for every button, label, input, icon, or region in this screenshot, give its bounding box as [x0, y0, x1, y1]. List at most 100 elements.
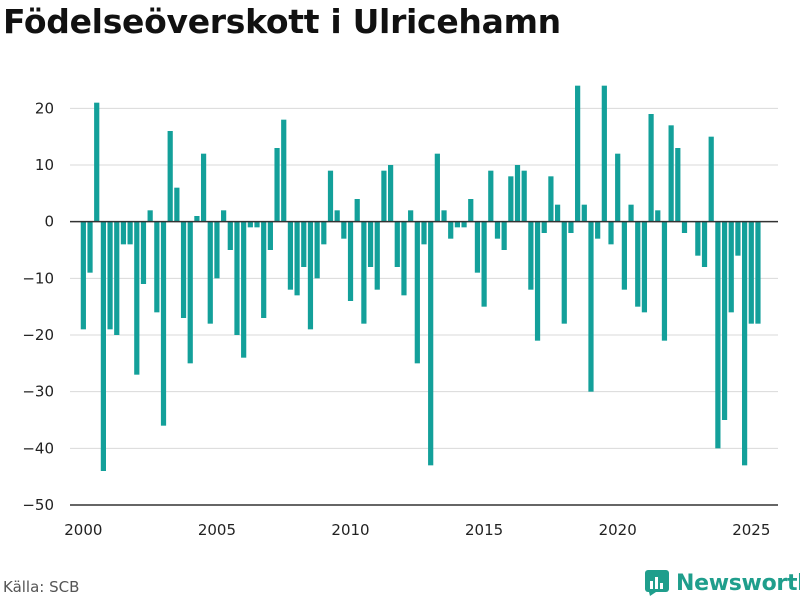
- bar: [341, 221, 347, 239]
- bar: [361, 221, 367, 324]
- bar: [534, 221, 541, 341]
- bar: [247, 221, 253, 228]
- bar: [301, 221, 307, 267]
- bar: [681, 221, 688, 233]
- bar: [661, 221, 668, 341]
- bar: [388, 165, 394, 222]
- bar: [728, 221, 734, 313]
- bar: [468, 199, 474, 222]
- bar: [314, 221, 320, 279]
- x-tick-label: 2015: [465, 521, 503, 539]
- bar: [434, 153, 440, 222]
- bar: [441, 210, 447, 222]
- bar: [514, 165, 521, 222]
- bar: [281, 119, 287, 222]
- bar: [294, 221, 300, 296]
- bar: [94, 102, 100, 222]
- bar: [494, 221, 501, 239]
- x-axis-ticks: 2000 2005 2010 2015 2020 2025: [64, 521, 770, 539]
- bar: [200, 153, 207, 222]
- bar: [367, 221, 374, 267]
- bar: [160, 221, 167, 426]
- bar: [140, 221, 147, 284]
- newsworthy-logo: Newsworthy: [644, 569, 800, 597]
- bar: [715, 221, 721, 449]
- bar: [615, 153, 621, 222]
- bar: [127, 221, 133, 245]
- bar: [408, 210, 414, 222]
- bar: [374, 221, 380, 290]
- bar: [147, 210, 153, 222]
- source-note: Källa: SCB: [3, 578, 80, 596]
- bar: [454, 221, 460, 228]
- y-tick-label: 10: [35, 156, 54, 174]
- bar: [648, 114, 654, 222]
- bar: [180, 221, 187, 318]
- bar: [595, 221, 601, 239]
- bar: [100, 221, 106, 471]
- bar: [508, 176, 514, 222]
- bar: [80, 221, 86, 330]
- bar: [488, 170, 494, 222]
- bar: [708, 136, 714, 222]
- bar: [334, 210, 340, 222]
- bar: [234, 221, 240, 335]
- bar: [354, 199, 360, 222]
- bar: [568, 221, 574, 233]
- bar: [588, 221, 594, 392]
- bar: [227, 221, 233, 250]
- bar: [274, 148, 280, 222]
- bar: [134, 221, 140, 375]
- bar: [742, 221, 748, 466]
- bar: [481, 221, 487, 307]
- y-tick-label: −20: [22, 326, 54, 344]
- bar: [461, 221, 467, 228]
- bar: [575, 85, 581, 222]
- bar: [87, 221, 93, 273]
- y-tick-label: 0: [44, 213, 54, 231]
- bar: [608, 221, 614, 245]
- bar: [548, 176, 554, 222]
- bar: [394, 221, 400, 267]
- bar: [748, 221, 754, 324]
- bar: [695, 221, 701, 256]
- x-tick-label: 2020: [599, 521, 637, 539]
- x-tick-label: 2000: [64, 521, 102, 539]
- bar: [401, 221, 407, 296]
- bar: [321, 221, 327, 245]
- bar: [755, 221, 761, 324]
- y-tick-label: −10: [22, 269, 54, 287]
- x-tick-label: 2025: [732, 521, 770, 539]
- bar: [287, 221, 294, 290]
- bar: [267, 221, 273, 250]
- brand-name: Newsworthy: [676, 570, 800, 596]
- y-axis-ticks: 20 10 0 −10 −20 −30 −40 −50: [22, 99, 54, 514]
- bar: [601, 85, 607, 222]
- bar: [167, 131, 173, 222]
- y-tick-label: 20: [35, 99, 54, 117]
- chart-title: Födelseöverskott i Ulricehamn: [3, 2, 561, 41]
- bar: [414, 221, 420, 364]
- bar: [635, 221, 641, 307]
- bar: [541, 221, 547, 233]
- bar: [207, 221, 213, 324]
- bar: [448, 221, 454, 239]
- bar: [154, 221, 160, 313]
- newsworthy-logo-icon: [645, 570, 669, 596]
- bar: [521, 170, 527, 222]
- bar: [327, 170, 334, 222]
- x-tick-label: 2010: [331, 521, 369, 539]
- bar: [221, 210, 227, 222]
- bar: [421, 221, 427, 245]
- y-tick-label: −40: [22, 439, 54, 457]
- bar: [528, 221, 534, 290]
- bar-series: [80, 85, 761, 471]
- bar: [241, 221, 247, 358]
- bar: [628, 204, 634, 222]
- bar: [194, 216, 200, 222]
- bar: [428, 221, 434, 466]
- bar: [474, 221, 481, 273]
- bar: [675, 148, 681, 222]
- bar: [561, 221, 567, 324]
- bar: [668, 125, 674, 222]
